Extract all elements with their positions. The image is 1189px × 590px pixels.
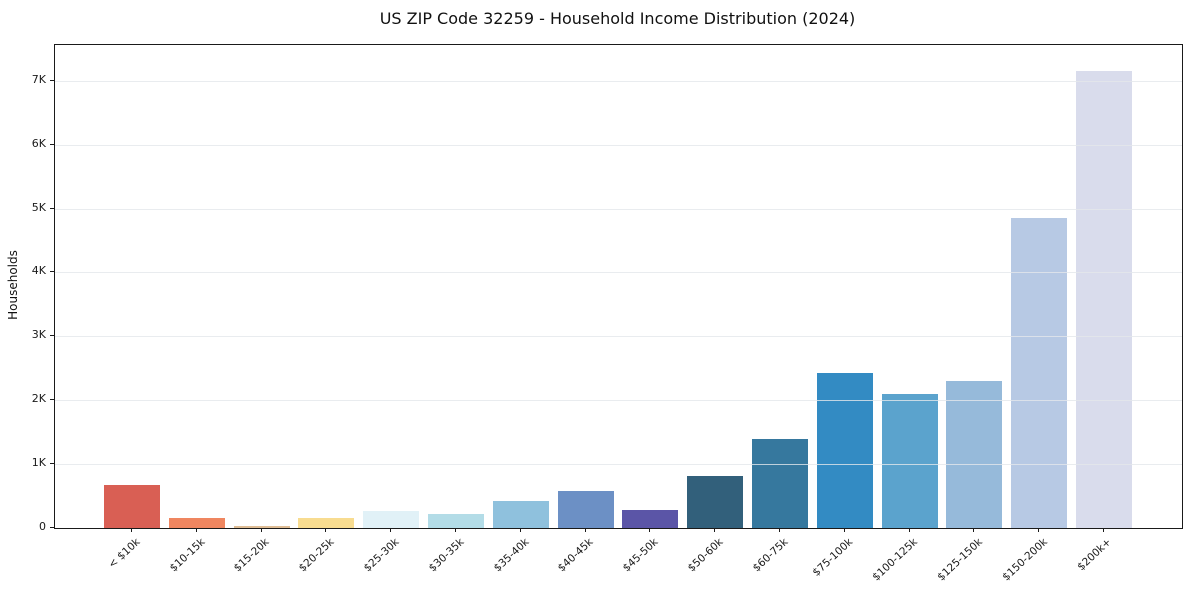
y-tick-label: 5K [31, 201, 46, 214]
gridline [55, 209, 1182, 210]
y-tick-mark [50, 208, 54, 209]
y-axis-label: Households [6, 250, 20, 320]
x-tick-label: $15-20k [231, 536, 272, 575]
plot-area [54, 44, 1183, 529]
x-tick-label: $35-40k [491, 536, 531, 575]
x-tick-label: $10-15k [167, 536, 207, 575]
gridline [55, 81, 1182, 82]
x-tick-mark [649, 528, 650, 532]
bar [363, 511, 419, 528]
y-tick-label: 6K [31, 137, 46, 150]
y-tick-mark [50, 527, 54, 528]
bar [817, 373, 873, 528]
x-tick-mark [779, 528, 780, 532]
x-tick-label: $50-60k [685, 536, 726, 575]
y-tick-label: 4K [31, 264, 46, 277]
x-tick-label: $75-100k [810, 536, 855, 579]
bar [882, 394, 938, 528]
x-tick-label: $200k+ [1075, 536, 1115, 574]
gridline [55, 272, 1182, 273]
bar [687, 476, 743, 528]
gridline [55, 145, 1182, 146]
x-tick-mark [261, 528, 262, 532]
y-tick-mark [50, 463, 54, 464]
x-tick-label: $100-125k [870, 536, 920, 584]
bar [428, 514, 484, 528]
y-tick-label: 0 [39, 520, 46, 533]
bar [493, 501, 549, 528]
x-tick-mark [844, 528, 845, 532]
x-tick-mark [1038, 528, 1039, 532]
y-tick-mark [50, 271, 54, 272]
gridline [55, 400, 1182, 401]
bar [946, 381, 1002, 528]
x-tick-label: $40-45k [555, 536, 596, 575]
x-tick-mark [909, 528, 910, 532]
bar [1076, 71, 1132, 528]
y-tick-mark [50, 80, 54, 81]
x-tick-mark [196, 528, 197, 532]
x-tick-mark [1103, 528, 1104, 532]
y-tick-label: 1K [31, 456, 46, 469]
gridline [55, 464, 1182, 465]
bar [752, 439, 808, 528]
x-tick-mark [973, 528, 974, 532]
bar [234, 526, 290, 528]
x-tick-mark [520, 528, 521, 532]
x-tick-mark [455, 528, 456, 532]
x-tick-mark [585, 528, 586, 532]
bar [169, 518, 225, 528]
bar [298, 518, 354, 528]
y-tick-mark [50, 335, 54, 336]
x-tick-label: $60-75k [750, 536, 791, 575]
y-tick-mark [50, 399, 54, 400]
x-tick-label: $150-200k [999, 536, 1050, 584]
chart-title: US ZIP Code 32259 - Household Income Dis… [379, 9, 856, 28]
x-tick-label: $30-35k [426, 536, 467, 575]
bar [622, 510, 678, 528]
bar [1011, 218, 1067, 528]
bar [558, 491, 614, 528]
y-tick-label: 7K [31, 73, 46, 86]
x-tick-label: $45-50k [620, 536, 661, 575]
y-tick-label: 2K [31, 392, 46, 405]
bar [104, 485, 160, 528]
x-tick-mark [714, 528, 715, 532]
x-tick-label: $25-30k [361, 536, 402, 575]
x-tick-label: $20-25k [296, 536, 337, 575]
y-tick-label: 3K [31, 328, 46, 341]
y-tick-mark [50, 144, 54, 145]
x-tick-mark [325, 528, 326, 532]
gridline [55, 336, 1182, 337]
x-tick-mark [131, 528, 132, 532]
x-tick-label: < $10k [106, 536, 143, 571]
x-tick-mark [390, 528, 391, 532]
x-tick-label: $125-150k [934, 536, 985, 584]
